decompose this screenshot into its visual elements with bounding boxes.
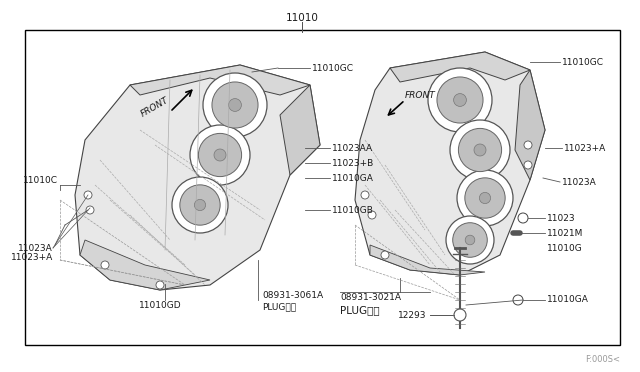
Circle shape — [457, 170, 513, 226]
Text: 11023AA: 11023AA — [332, 144, 373, 153]
Text: 11021M: 11021M — [547, 228, 584, 237]
Circle shape — [524, 141, 532, 149]
Circle shape — [381, 251, 389, 259]
Polygon shape — [515, 70, 545, 180]
Circle shape — [465, 178, 505, 218]
Polygon shape — [280, 85, 320, 175]
Circle shape — [212, 82, 258, 128]
Text: 11023A: 11023A — [19, 244, 53, 253]
Circle shape — [474, 144, 486, 156]
Circle shape — [458, 128, 502, 171]
Text: FRONT: FRONT — [405, 91, 436, 100]
Text: PLUG（）: PLUG（） — [340, 305, 380, 315]
Circle shape — [479, 192, 491, 203]
Text: 11010GA: 11010GA — [547, 295, 589, 305]
Circle shape — [450, 120, 510, 180]
Circle shape — [454, 94, 467, 106]
Circle shape — [214, 149, 226, 161]
Circle shape — [156, 281, 164, 289]
Circle shape — [446, 216, 494, 264]
Text: F:000S<: F:000S< — [585, 356, 620, 365]
Circle shape — [454, 309, 466, 321]
Polygon shape — [390, 52, 530, 82]
Circle shape — [84, 191, 92, 199]
Text: 11010G: 11010G — [547, 244, 583, 253]
Text: 11010GD: 11010GD — [139, 301, 181, 310]
Circle shape — [437, 77, 483, 123]
Text: 11023+A: 11023+A — [564, 144, 606, 153]
Text: 11023A: 11023A — [562, 177, 596, 186]
Text: 11023+A: 11023+A — [11, 253, 53, 263]
Circle shape — [513, 295, 523, 305]
Text: 11010GA: 11010GA — [332, 173, 374, 183]
Polygon shape — [370, 245, 485, 275]
Circle shape — [361, 191, 369, 199]
Polygon shape — [355, 52, 545, 275]
Circle shape — [465, 235, 475, 245]
Bar — [25, 30, 620, 345]
Circle shape — [172, 177, 228, 233]
Text: 08931-3061A: 08931-3061A — [262, 291, 323, 299]
Circle shape — [180, 185, 220, 225]
Circle shape — [86, 206, 94, 214]
Text: 12293: 12293 — [397, 311, 426, 320]
Text: 11010GC: 11010GC — [562, 58, 604, 67]
Text: 11010C: 11010C — [23, 176, 58, 185]
Circle shape — [524, 161, 532, 169]
Circle shape — [198, 134, 242, 177]
Text: 11010: 11010 — [285, 13, 319, 23]
Circle shape — [452, 223, 487, 257]
Text: 11023+B: 11023+B — [332, 158, 374, 167]
Polygon shape — [80, 240, 210, 290]
Circle shape — [368, 211, 376, 219]
Text: PLUG（）: PLUG（） — [262, 302, 296, 311]
Text: 11010GB: 11010GB — [332, 205, 374, 215]
Text: FRONT: FRONT — [140, 95, 171, 119]
Circle shape — [101, 261, 109, 269]
Text: 11023: 11023 — [547, 214, 575, 222]
Circle shape — [428, 68, 492, 132]
Polygon shape — [75, 65, 320, 290]
Circle shape — [228, 99, 241, 111]
Text: 08931-3021A: 08931-3021A — [340, 294, 401, 302]
Circle shape — [195, 199, 205, 211]
Circle shape — [203, 73, 267, 137]
Circle shape — [518, 213, 528, 223]
Text: 11010GC: 11010GC — [312, 64, 354, 73]
Circle shape — [190, 125, 250, 185]
Polygon shape — [130, 65, 310, 95]
